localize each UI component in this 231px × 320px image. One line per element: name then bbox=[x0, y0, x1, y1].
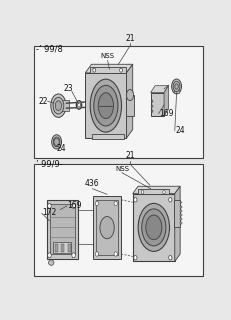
Bar bbox=[93, 196, 121, 259]
Text: 24: 24 bbox=[56, 144, 66, 153]
Circle shape bbox=[48, 253, 51, 258]
Ellipse shape bbox=[94, 85, 118, 126]
Circle shape bbox=[169, 197, 172, 202]
Circle shape bbox=[95, 252, 98, 256]
Text: NSS: NSS bbox=[101, 53, 115, 59]
Circle shape bbox=[120, 68, 122, 72]
Circle shape bbox=[72, 204, 75, 208]
Circle shape bbox=[169, 255, 172, 260]
Ellipse shape bbox=[100, 217, 114, 239]
Bar bbox=[96, 200, 119, 255]
Bar bbox=[133, 194, 175, 261]
Bar bbox=[58, 100, 69, 111]
Circle shape bbox=[141, 190, 144, 194]
Text: 24: 24 bbox=[176, 126, 185, 135]
Ellipse shape bbox=[53, 97, 64, 114]
Bar bbox=[174, 200, 180, 227]
Circle shape bbox=[72, 253, 75, 258]
Text: 21: 21 bbox=[125, 34, 135, 43]
Bar bbox=[34, 164, 203, 276]
Bar bbox=[180, 206, 182, 208]
Bar bbox=[180, 202, 182, 204]
Circle shape bbox=[114, 252, 117, 256]
Ellipse shape bbox=[146, 215, 162, 240]
Ellipse shape bbox=[55, 101, 61, 111]
Ellipse shape bbox=[76, 101, 82, 109]
Ellipse shape bbox=[142, 209, 166, 246]
Circle shape bbox=[163, 190, 165, 194]
Polygon shape bbox=[85, 64, 133, 73]
Bar bbox=[180, 218, 182, 220]
Polygon shape bbox=[175, 186, 180, 261]
Ellipse shape bbox=[51, 94, 66, 117]
Ellipse shape bbox=[138, 204, 170, 252]
Bar bbox=[180, 210, 182, 212]
Circle shape bbox=[151, 105, 153, 108]
Circle shape bbox=[95, 201, 98, 206]
Text: -’ 99/8: -’ 99/8 bbox=[36, 44, 63, 53]
Circle shape bbox=[114, 201, 117, 206]
Bar bbox=[91, 134, 124, 140]
Ellipse shape bbox=[52, 135, 61, 149]
Bar bbox=[85, 73, 126, 138]
Text: 172: 172 bbox=[42, 208, 57, 217]
Circle shape bbox=[93, 68, 96, 72]
Polygon shape bbox=[133, 186, 180, 194]
Text: 23: 23 bbox=[64, 84, 73, 93]
Circle shape bbox=[54, 138, 59, 146]
Polygon shape bbox=[126, 64, 133, 138]
Bar bbox=[180, 222, 182, 224]
Bar bbox=[47, 200, 78, 259]
Text: 169: 169 bbox=[160, 109, 174, 118]
Ellipse shape bbox=[173, 81, 180, 92]
Circle shape bbox=[48, 204, 51, 208]
Bar bbox=[34, 46, 203, 158]
Ellipse shape bbox=[126, 90, 134, 100]
Bar bbox=[53, 242, 71, 253]
Ellipse shape bbox=[78, 103, 80, 107]
Ellipse shape bbox=[49, 260, 54, 265]
Ellipse shape bbox=[98, 93, 113, 119]
Bar bbox=[68, 244, 71, 252]
Bar bbox=[138, 189, 169, 194]
Circle shape bbox=[134, 197, 137, 202]
Ellipse shape bbox=[175, 84, 178, 89]
Text: NSS: NSS bbox=[115, 166, 129, 172]
Bar bbox=[151, 92, 164, 116]
Bar bbox=[90, 67, 126, 73]
Ellipse shape bbox=[90, 79, 122, 132]
Text: 436: 436 bbox=[85, 179, 100, 188]
Bar bbox=[50, 204, 75, 254]
Circle shape bbox=[134, 255, 137, 260]
Text: ’ 99/9-: ’ 99/9- bbox=[36, 160, 63, 169]
Ellipse shape bbox=[53, 137, 60, 147]
Polygon shape bbox=[164, 86, 169, 116]
Bar bbox=[55, 244, 58, 252]
Circle shape bbox=[151, 110, 153, 112]
Bar bbox=[174, 90, 179, 92]
Text: 21: 21 bbox=[125, 151, 135, 160]
Bar bbox=[126, 95, 134, 116]
Bar bbox=[61, 244, 64, 252]
Ellipse shape bbox=[172, 79, 182, 94]
Bar bbox=[180, 214, 182, 216]
Circle shape bbox=[151, 100, 153, 102]
Polygon shape bbox=[151, 86, 169, 92]
Text: 169: 169 bbox=[67, 201, 82, 210]
Text: 22: 22 bbox=[38, 97, 48, 106]
